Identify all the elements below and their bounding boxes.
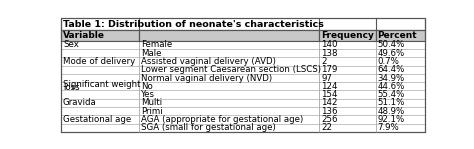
Bar — [139, 30, 319, 41]
Bar — [376, 49, 425, 57]
Bar — [376, 57, 425, 66]
Bar — [139, 107, 319, 115]
Text: 55.4%: 55.4% — [377, 90, 405, 99]
Bar — [61, 41, 139, 49]
Bar — [61, 124, 139, 132]
Bar — [139, 57, 319, 66]
Bar — [61, 99, 139, 107]
Text: 142: 142 — [321, 98, 337, 107]
Bar — [319, 74, 376, 82]
Bar — [61, 90, 139, 99]
Bar — [319, 66, 376, 74]
Bar — [139, 82, 319, 90]
Bar — [61, 66, 139, 74]
Bar — [139, 41, 319, 49]
Bar — [319, 49, 376, 57]
Bar — [319, 99, 376, 107]
Text: Female: Female — [141, 40, 173, 49]
Bar — [139, 90, 319, 99]
Text: 22: 22 — [321, 123, 332, 132]
Text: 154: 154 — [321, 90, 337, 99]
Text: Frequency: Frequency — [321, 31, 374, 40]
Bar — [139, 124, 319, 132]
Text: Multi: Multi — [141, 98, 162, 107]
Text: 124: 124 — [321, 82, 337, 91]
Text: loss: loss — [63, 83, 80, 92]
Bar — [376, 82, 425, 90]
Text: 256: 256 — [321, 115, 337, 124]
Bar — [319, 90, 376, 99]
Text: Significant weight: Significant weight — [63, 80, 140, 89]
Text: No: No — [141, 82, 153, 91]
Text: Normal vaginal delivery (NVD): Normal vaginal delivery (NVD) — [141, 73, 272, 83]
Bar — [376, 115, 425, 124]
Text: 2: 2 — [321, 57, 327, 66]
Text: 0.7%: 0.7% — [377, 57, 400, 66]
Bar — [376, 30, 425, 41]
Bar — [376, 107, 425, 115]
Text: 97: 97 — [321, 73, 332, 83]
Text: Variable: Variable — [63, 31, 105, 40]
Text: 34.9%: 34.9% — [377, 73, 405, 83]
Text: 44.6%: 44.6% — [377, 82, 405, 91]
Text: Assisted vaginal delivery (AVD): Assisted vaginal delivery (AVD) — [141, 57, 276, 66]
Text: Yes: Yes — [141, 90, 155, 99]
Bar — [139, 115, 319, 124]
Text: 136: 136 — [321, 107, 337, 116]
Text: 7.9%: 7.9% — [377, 123, 399, 132]
Bar — [376, 99, 425, 107]
Text: Sex: Sex — [63, 40, 79, 49]
Bar — [61, 115, 139, 124]
Text: 64.4%: 64.4% — [377, 65, 405, 74]
Bar — [319, 115, 376, 124]
Text: Male: Male — [141, 49, 162, 58]
Bar — [376, 90, 425, 99]
Text: 92.1%: 92.1% — [377, 115, 405, 124]
Bar — [376, 41, 425, 49]
Bar — [61, 82, 139, 90]
Text: Percent: Percent — [377, 31, 417, 40]
Bar — [139, 66, 319, 74]
Text: SGA (small for gestational age): SGA (small for gestational age) — [141, 123, 276, 132]
Text: 140: 140 — [321, 40, 337, 49]
Text: Gravida: Gravida — [63, 98, 97, 107]
Bar — [139, 74, 319, 82]
Text: Table 1: Distribution of neonate's characteristics: Table 1: Distribution of neonate's chara… — [63, 20, 324, 29]
Text: Primi: Primi — [141, 107, 163, 116]
Text: AGA (appropriate for gestational age): AGA (appropriate for gestational age) — [141, 115, 303, 124]
Bar — [139, 49, 319, 57]
Bar — [376, 124, 425, 132]
Text: 179: 179 — [321, 65, 337, 74]
Bar — [319, 82, 376, 90]
Bar — [61, 57, 139, 66]
Bar — [319, 57, 376, 66]
Bar — [61, 49, 139, 57]
Bar — [376, 66, 425, 74]
Bar — [319, 41, 376, 49]
Bar — [376, 74, 425, 82]
Text: 50.4%: 50.4% — [377, 40, 405, 49]
Text: 51.1%: 51.1% — [377, 98, 405, 107]
Bar — [139, 99, 319, 107]
Text: Lower segment Caesarean section (LSCS): Lower segment Caesarean section (LSCS) — [141, 65, 321, 74]
Text: 48.9%: 48.9% — [377, 107, 405, 116]
Bar — [319, 107, 376, 115]
Bar — [319, 30, 376, 41]
Bar — [319, 124, 376, 132]
Bar — [61, 107, 139, 115]
Text: Gestational age: Gestational age — [63, 115, 131, 124]
Bar — [61, 30, 139, 41]
Bar — [61, 74, 139, 82]
Text: 138: 138 — [321, 49, 337, 58]
Text: 49.6%: 49.6% — [377, 49, 405, 58]
Text: Mode of delivery: Mode of delivery — [63, 57, 135, 66]
Bar — [61, 18, 425, 30]
